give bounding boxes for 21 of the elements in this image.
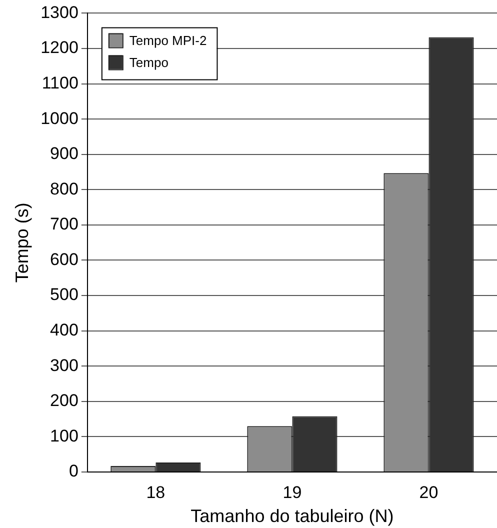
y-tick-label: 400	[50, 320, 78, 340]
y-tick-label: 1300	[40, 2, 78, 22]
x-tick-label: 19	[282, 482, 302, 502]
legend-label: Tempo	[129, 54, 168, 70]
y-tick-label: 500	[50, 285, 78, 304]
y-tick-label: 100	[50, 426, 78, 446]
y-tick-label: 0	[68, 462, 78, 481]
y-tick-label: 800	[50, 179, 78, 198]
x-tick-label: 18	[146, 482, 166, 502]
y-tick-label: 1000	[40, 108, 78, 128]
y-tick-label: 1200	[40, 38, 78, 58]
y-tick-label: 300	[50, 356, 78, 375]
legend-label: Tempo MPI-2	[129, 32, 207, 48]
y-tick-label: 900	[50, 144, 78, 164]
y-tick-label: 600	[50, 250, 78, 269]
y-tick-label: 700	[50, 214, 78, 234]
y-tick-label: 200	[50, 391, 78, 410]
x-tick-label: 20	[419, 482, 438, 502]
y-tick-label: 1100	[42, 73, 78, 92]
x-axis-title: Tamanho do tabuleiro (N)	[190, 506, 394, 526]
y-axis-title: Tempo (s)	[12, 202, 32, 283]
